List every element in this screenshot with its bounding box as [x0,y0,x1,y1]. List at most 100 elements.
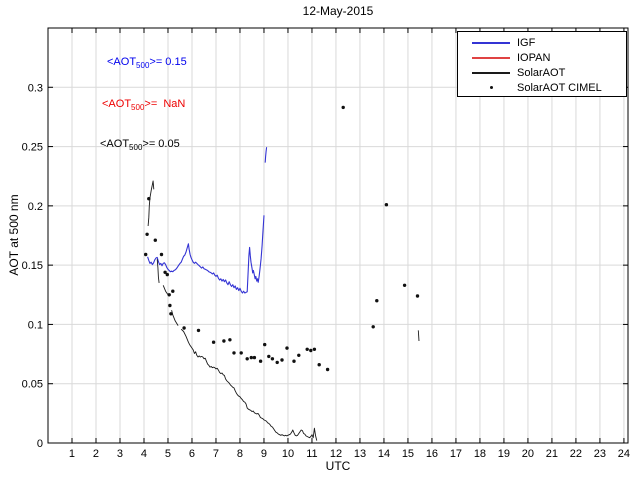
scatter-dot-solaraot-cimel [341,105,345,110]
scatter-dot-solaraot-cimel [153,238,157,242]
x-axis-label: UTC [325,459,351,473]
x-tick-label: 15 [402,448,414,460]
series-line-solaraot [162,285,169,296]
scatter-dot-solaraot-cimel [232,351,236,355]
x-tick-label: 16 [426,448,438,460]
legend-item-iopan: IOPAN [458,50,626,65]
scatter-dot-solaraot-cimel [159,252,164,257]
series-line-igf [147,215,265,294]
series-line-solaraot [417,330,420,342]
x-tick-label: 19 [498,448,510,460]
x-tick-label: 22 [570,448,582,460]
legend-item-solaraot: SolarAOT [458,65,626,80]
series-line-solaraot [171,310,179,326]
scatter-dot-solaraot-cimel [270,357,275,361]
scatter-dot-solaraot-cimel [169,312,173,316]
legend-item-solaraot-cimel: SolarAOT CIMEL [458,80,626,95]
scatter-dot-solaraot-cimel [309,348,313,353]
series-line-igf [264,147,268,163]
mean-aot-annotation-2: <AOT500>= NaN [102,98,186,113]
x-tick-label: 23 [594,448,606,460]
scatter-dot-solaraot-cimel [312,347,317,351]
scatter-dot-solaraot-cimel [305,347,309,351]
scatter-dot-solaraot-cimel [163,270,167,274]
scatter-dot-solaraot-cimel [144,252,148,257]
x-tick-label: 8 [237,448,243,460]
x-tick-label: 17 [450,448,462,460]
scatter-dot-solaraot-cimel [249,355,253,360]
axis-box [47,27,629,444]
scatter-dot-solaraot-cimel [415,294,420,298]
legend-line-marker [472,71,510,74]
scatter-dot-solaraot-cimel [196,328,201,333]
x-tick-label: 9 [261,448,267,460]
scatter-dot-solaraot-cimel [228,338,232,342]
legend-line-marker [472,41,510,44]
x-tick-label: 13 [354,448,366,460]
x-tick-label: 2 [93,448,99,460]
legend-box: IGF IOPAN SolarAOT SolarAOT CIMEL [457,31,627,97]
scatter-dot-solaraot-cimel [211,340,216,344]
x-tick-label: 14 [378,448,390,460]
y-tick-label: 0.3 [28,82,43,94]
scatter-dot-solaraot-cimel [317,363,321,367]
scatter-dot-solaraot-cimel [168,303,172,308]
scatter-dot-solaraot-cimel [375,299,379,303]
series-line-solaraot [147,180,155,227]
scatter-dot-solaraot-cimel [239,351,243,355]
x-tick-label: 11 [306,448,317,460]
series-line-solaraot [156,259,160,283]
x-tick-label: 20 [522,448,534,460]
legend-label: SolarAOT CIMEL [517,81,602,94]
legend-label: IOPAN [517,51,551,64]
x-tick-label: 24 [618,448,630,460]
mean-aot-annotation-3: <AOT500>= 0.05 [100,138,180,153]
scatter-dot-solaraot-cimel [292,359,296,363]
legend-label: IGF [517,36,536,49]
scatter-dot-solaraot-cimel [145,232,149,236]
scatter-dot-solaraot-cimel [267,354,271,359]
scatter-dot-solaraot-cimel [147,197,151,201]
scatter-dot-solaraot-cimel [252,355,257,360]
scatter-dot-solaraot-cimel [245,357,249,361]
x-tick-label: 1 [69,448,75,460]
legend-label: SolarAOT [517,66,566,79]
scatter-dot-solaraot-cimel [297,353,301,357]
x-tick-label: 12 [330,448,342,460]
x-tick-label: 21 [546,448,558,460]
scatter-dot-solaraot-cimel [280,358,284,362]
legend-item-igf: IGF [458,35,626,50]
scatter-dot-solaraot-cimel [171,289,175,293]
x-tick-label: 18 [474,448,486,460]
legend-line-marker [472,56,510,59]
x-tick-label: 5 [165,448,171,460]
y-tick-label: 0.1 [28,319,43,331]
y-tick-label: 0.15 [22,260,43,272]
x-tick-label: 7 [213,448,219,460]
y-tick-label: 0.05 [22,379,43,391]
chart-title: 12-May-2015 [302,4,374,18]
scatter-dot-solaraot-cimel [165,272,169,277]
y-tick-label: 0.2 [28,201,43,213]
mean-aot-annotation-1: <AOT500>= 0.15 [107,56,187,71]
scatter-dot-solaraot-cimel [285,346,289,350]
scatter-dot-solaraot-cimel [371,325,375,329]
legend-dot-marker [472,86,510,89]
y-tick-label: 0 [37,438,43,450]
x-tick-label: 3 [117,448,123,460]
scatter-dot-solaraot-cimel [384,203,389,207]
series-line-solaraot [180,328,318,441]
scatter-dot-solaraot-cimel [258,359,263,363]
x-tick-label: 10 [282,448,294,460]
scatter-dot-solaraot-cimel [275,360,279,365]
scatter-dot-solaraot-cimel [167,293,171,297]
x-tick-label: 6 [189,448,195,460]
scatter-dot-solaraot-cimel [325,367,330,372]
x-tick-label: 4 [141,448,147,460]
scatter-dot-solaraot-cimel [263,342,267,347]
scatter-dot-solaraot-cimel [402,283,407,287]
scatter-dot-solaraot-cimel [222,339,226,343]
scatter-dot-solaraot-cimel [182,326,186,330]
